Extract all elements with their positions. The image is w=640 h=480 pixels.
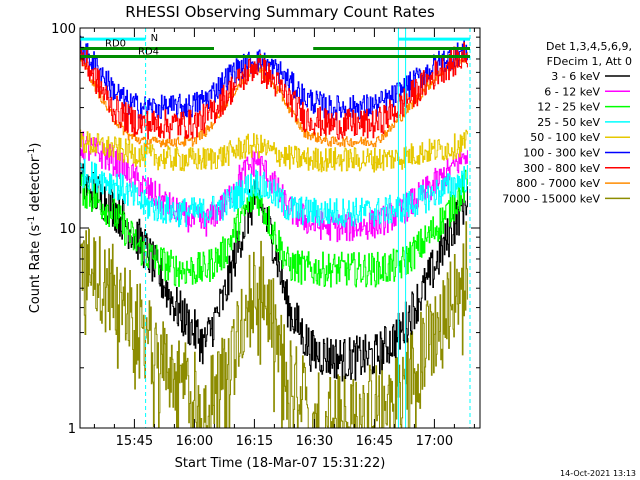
x-tick-label: 17:00 — [416, 434, 453, 449]
y-tick-label: 10 — [59, 222, 76, 237]
series-line — [80, 129, 468, 173]
series-line — [80, 158, 468, 228]
series-line — [80, 169, 468, 288]
legend-entry-label: 25 - 50 keV — [537, 116, 600, 129]
legend-entry-label: 100 - 300 keV — [523, 147, 600, 160]
x-tick-label: 15:45 — [116, 434, 153, 449]
footer-timestamp: 14-Oct-2021 13:13 — [560, 469, 636, 478]
y-axis-label: Count Rate (s-1 detector-1) — [27, 143, 43, 314]
legend-header: Det 1,3,4,5,6,9, — [546, 40, 632, 53]
x-tick-label: 16:45 — [356, 434, 393, 449]
series-line — [80, 163, 468, 382]
y-axis-label-main: Count Rate (s — [28, 225, 43, 314]
flag-label: N — [151, 33, 158, 44]
series-line — [80, 35, 468, 121]
legend-entry-label: 3 - 6 keV — [551, 70, 600, 83]
series-line — [80, 42, 468, 140]
x-tick-label: 16:00 — [176, 434, 213, 449]
x-axis-label: Start Time (18-Mar-07 15:31:22) — [175, 456, 386, 471]
legend-entry-label: 12 - 25 keV — [537, 101, 600, 114]
y-axis-label-sup1: -1 — [27, 216, 37, 225]
x-tick-label: 16:30 — [296, 434, 333, 449]
y-axis-label-sup2: -1 — [27, 148, 37, 157]
y-axis-label-mid: detector — [28, 156, 43, 216]
chart-title: RHESSI Observing Summary Count Rates — [125, 3, 435, 21]
y-axis-label-end: ) — [28, 143, 43, 148]
y-tick-label: 1 — [68, 422, 76, 437]
legend-entry-label: 7000 - 15000 keV — [502, 192, 600, 205]
plot-frame — [79, 27, 481, 429]
legend: Det 1,3,4,5,6,9, FDecim 1, Att 0 3 - 6 keV… — [502, 40, 632, 205]
legend-header: FDecim 1, Att 0 — [547, 55, 632, 68]
legend-entry-label: 50 - 100 keV — [530, 131, 600, 144]
legend-entry-label: 6 - 12 keV — [544, 85, 600, 98]
flag-label: RD4 — [138, 47, 159, 58]
series-line — [80, 51, 468, 148]
y-tick-label: 100 — [51, 22, 76, 37]
flag-label: RD0 — [105, 38, 126, 49]
series-line — [80, 221, 468, 429]
legend-entry-label: 800 - 7000 keV — [516, 177, 600, 190]
x-tick-label: 16:15 — [236, 434, 273, 449]
plot-axes: 15:45 16:00 16:15 16:30 16:45 17:00 100 10 1 — [51, 22, 480, 449]
legend-entry-label: 300 - 800 keV — [523, 162, 600, 175]
